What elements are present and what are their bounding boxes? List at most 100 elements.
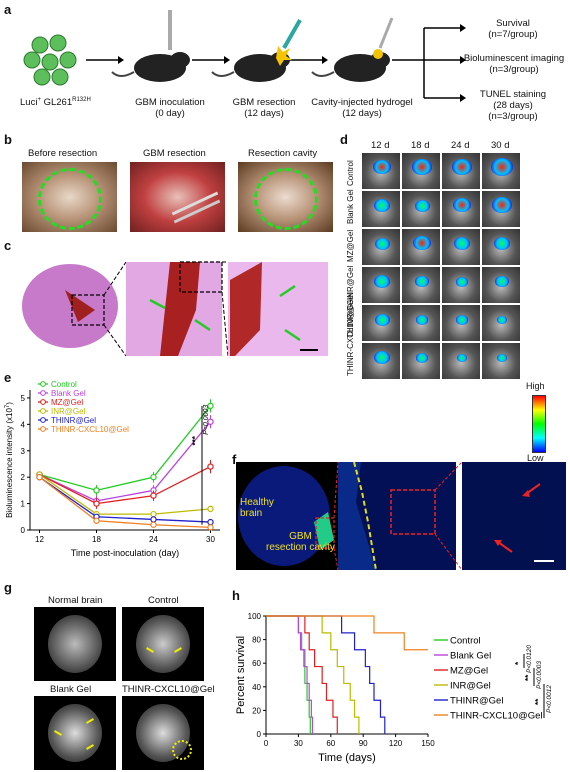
bli-signal (373, 160, 391, 175)
significance-stars: *** (191, 435, 200, 445)
bli-day-label: 12 d (371, 140, 390, 151)
bli-image (481, 342, 521, 380)
bli-signal (453, 236, 471, 250)
y-tick-label: 0 (21, 526, 26, 535)
y-tick-label: 1 (21, 500, 26, 509)
bli-signal (413, 236, 431, 251)
outcome-survival: Survival (n=7/group) (488, 18, 538, 40)
panel-b-title-1: Before resection (28, 148, 98, 159)
bli-signal (455, 276, 469, 287)
legend-label: THINR@Gel (450, 696, 503, 707)
bli-day-label: 30 d (491, 140, 510, 151)
series-line (39, 466, 211, 505)
panel-a-label: a (4, 2, 12, 17)
series-line (39, 476, 211, 523)
bli-signal (491, 158, 513, 176)
data-point (150, 516, 157, 523)
before-resection-photo (22, 162, 117, 232)
mri-blank-gel (34, 696, 116, 770)
y-tick-label: 80 (252, 636, 261, 645)
step-3-label: Cavity-injected hydrogel (12 days) (311, 97, 413, 119)
data-point (207, 418, 214, 425)
x-tick-label: 0 (264, 739, 269, 748)
bli-image (481, 304, 521, 342)
mouse-icon-2 (211, 19, 302, 82)
outcome-tunel: TUNEL staining (28 days) (n=3/group) (479, 89, 547, 122)
x-tick-label: 24 (149, 535, 158, 544)
healthy-brain-label: Healthy brain (240, 497, 274, 519)
bli-image (401, 228, 441, 266)
bli-signal (492, 197, 512, 213)
data-point (207, 518, 214, 526)
data-point (93, 517, 100, 524)
x-axis-label: Time post-inoculation (day) (71, 548, 179, 558)
x-tick-label: 150 (421, 739, 435, 748)
legend-label: Blank Gel (450, 651, 491, 662)
legend-label: THINR@Gel (51, 416, 96, 425)
data-point (93, 487, 100, 494)
bli-group-label: Blank Gel (346, 189, 355, 224)
bli-image (441, 152, 481, 190)
legend-label: INR@Gel (450, 681, 491, 692)
bli-signal (373, 274, 391, 288)
legend-marker (40, 399, 46, 405)
y-tick-label: 100 (248, 612, 262, 621)
survival-chart: 0 20 40 60 80 100 0 30 60 90 120 150 Time (days) Perc… (235, 612, 553, 764)
panel-d-label: d (340, 132, 348, 147)
gbm-cavity-label: GBM resection cavity (266, 531, 335, 553)
bli-signal (493, 236, 511, 250)
bli-signal (455, 314, 469, 325)
x-tick-label: 12 (35, 535, 44, 544)
panel-f-fluorescence (236, 462, 566, 570)
y-axis-label: Percent survival (235, 636, 247, 714)
y-tick-label: 0 (257, 730, 262, 739)
mri-thinr-cxcl10 (122, 696, 204, 770)
bli-signal (456, 353, 468, 363)
bli-signal (496, 353, 508, 363)
colorbar-low: Low (527, 453, 544, 463)
bli-image (441, 342, 481, 380)
bli-signal (414, 199, 430, 212)
x-tick-label: 60 (326, 739, 335, 748)
x-axis-label: Time (days) (318, 752, 376, 764)
data-point (93, 500, 100, 507)
resection-cavity-photo (238, 162, 333, 232)
data-point (150, 492, 157, 499)
significance-stars: ** (524, 674, 533, 681)
x-tick-label: 30 (206, 535, 215, 544)
significance-p: P<0.0120 (526, 645, 533, 673)
legend-label: Control (450, 636, 481, 647)
panel-h-label: h (232, 588, 240, 603)
bli-image (361, 304, 401, 342)
bli-signal (453, 198, 471, 213)
legend-label: Blank Gel (51, 389, 86, 398)
mri-title-3: Blank Gel (50, 684, 92, 695)
mri-normal (34, 607, 116, 681)
legend-marker (40, 417, 46, 423)
panel-b-title-2: GBM resection (143, 148, 206, 159)
data-point (207, 463, 214, 470)
y-axis-label: Bioluminescence intensity (x107) (5, 402, 14, 518)
significance-p: P<0.0012 (546, 685, 553, 713)
survival-curve (266, 615, 314, 734)
bli-signal (496, 315, 508, 325)
panel-f-label: f (232, 452, 237, 467)
bli-group-label: MZ@Gel (346, 229, 355, 262)
bli-image (401, 342, 441, 380)
mri-title-2: Control (148, 595, 179, 606)
legend-label: Control (51, 380, 77, 389)
series-line (39, 405, 212, 492)
panel-c-histology (22, 261, 328, 357)
survival-curve (266, 615, 311, 734)
bli-signal (374, 313, 390, 326)
bli-day-label: 24 d (451, 140, 470, 151)
significance-p: P<0.0003 (536, 661, 543, 689)
y-tick-label: 60 (252, 659, 261, 668)
legend-label: INR@Gel (51, 407, 86, 416)
survival-curve (266, 615, 386, 734)
y-tick-label: 40 (252, 683, 261, 692)
step-2-label: GBM resection (12 days) (232, 97, 296, 119)
bli-image (481, 152, 521, 190)
y-tick-label: 2 (21, 473, 26, 482)
legend-label: THINR-CXCL10@Gel (450, 711, 543, 722)
